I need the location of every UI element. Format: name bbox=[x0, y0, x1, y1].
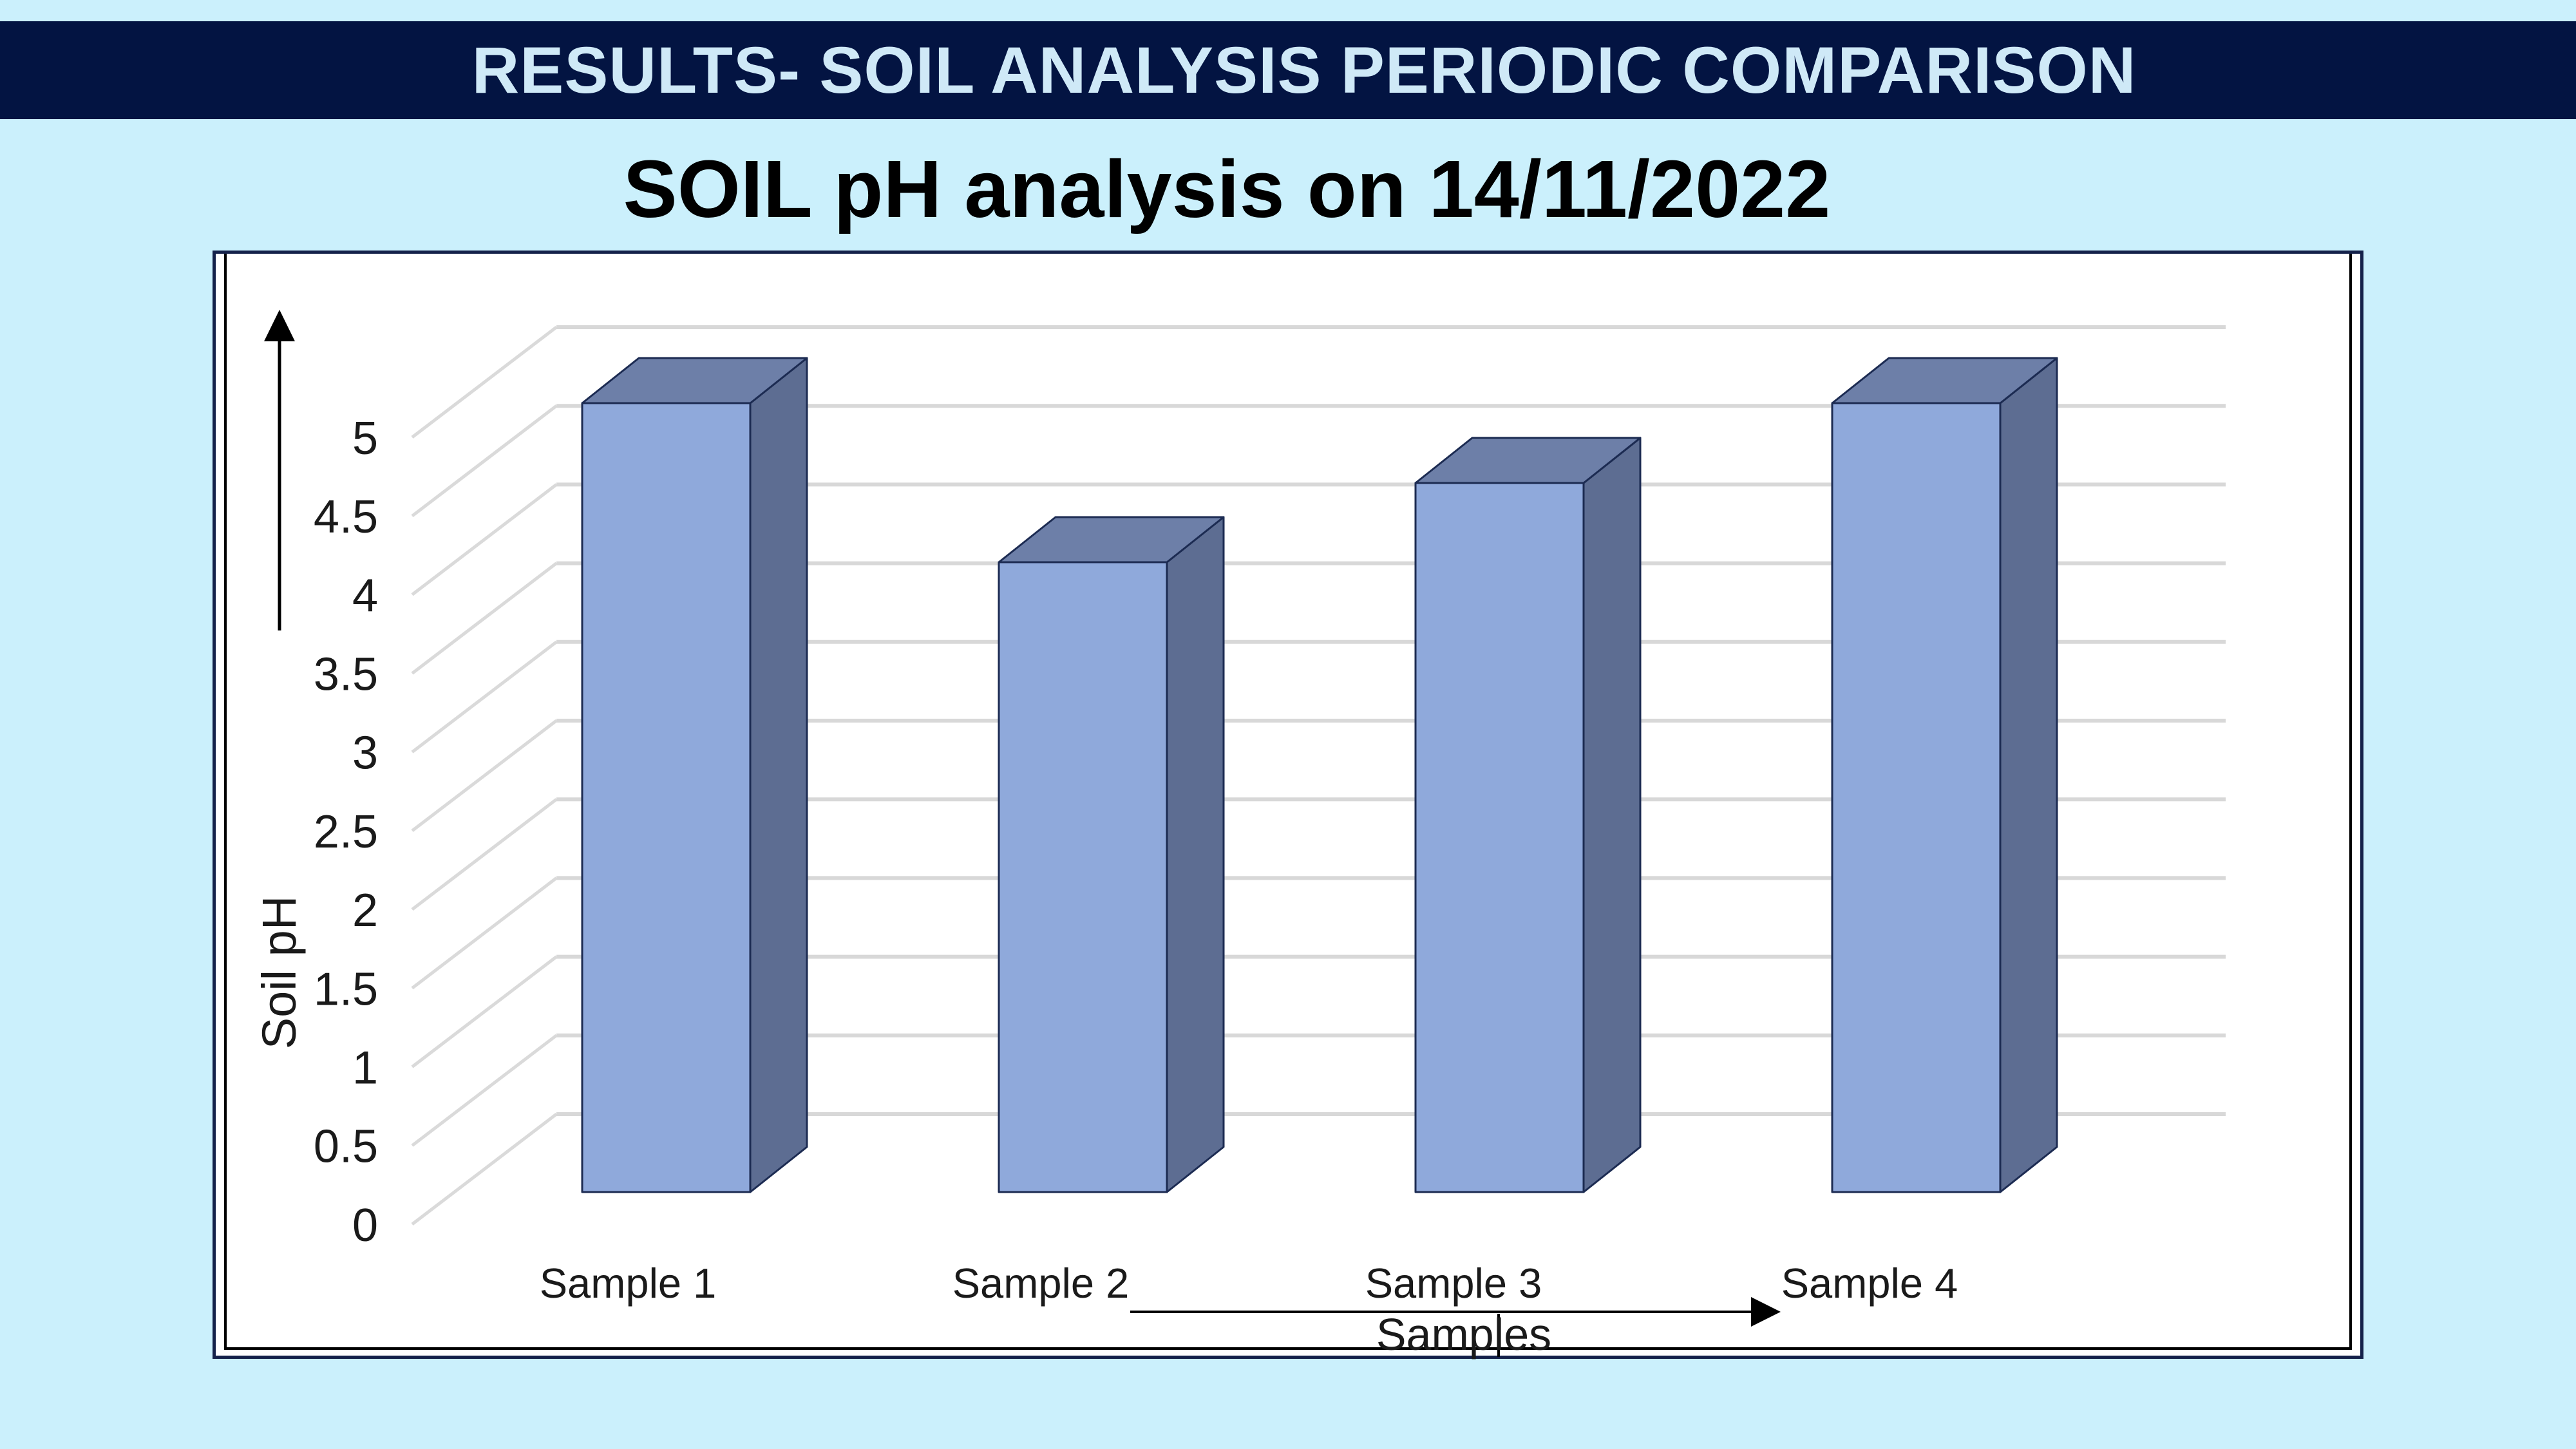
svg-text:0: 0 bbox=[352, 1200, 378, 1251]
svg-text:Sample 3: Sample 3 bbox=[1365, 1260, 1542, 1307]
svg-text:5: 5 bbox=[352, 413, 378, 464]
svg-text:Samples: Samples bbox=[1376, 1309, 1551, 1359]
svg-text:Sample 4: Sample 4 bbox=[1781, 1260, 1958, 1307]
svg-text:Soil pH: Soil pH bbox=[252, 896, 306, 1050]
svg-text:1.5: 1.5 bbox=[314, 963, 378, 1015]
svg-text:2: 2 bbox=[352, 885, 378, 936]
svg-text:0.5: 0.5 bbox=[314, 1121, 378, 1173]
svg-text:3: 3 bbox=[352, 728, 378, 779]
svg-text:Sample 2: Sample 2 bbox=[952, 1260, 1130, 1307]
svg-text:3.5: 3.5 bbox=[314, 649, 378, 701]
svg-text:4: 4 bbox=[352, 570, 378, 621]
svg-text:4.5: 4.5 bbox=[314, 491, 378, 543]
svg-text:1: 1 bbox=[352, 1043, 378, 1094]
svg-text:Sample 1: Sample 1 bbox=[540, 1260, 717, 1307]
svg-text:2.5: 2.5 bbox=[314, 806, 378, 858]
